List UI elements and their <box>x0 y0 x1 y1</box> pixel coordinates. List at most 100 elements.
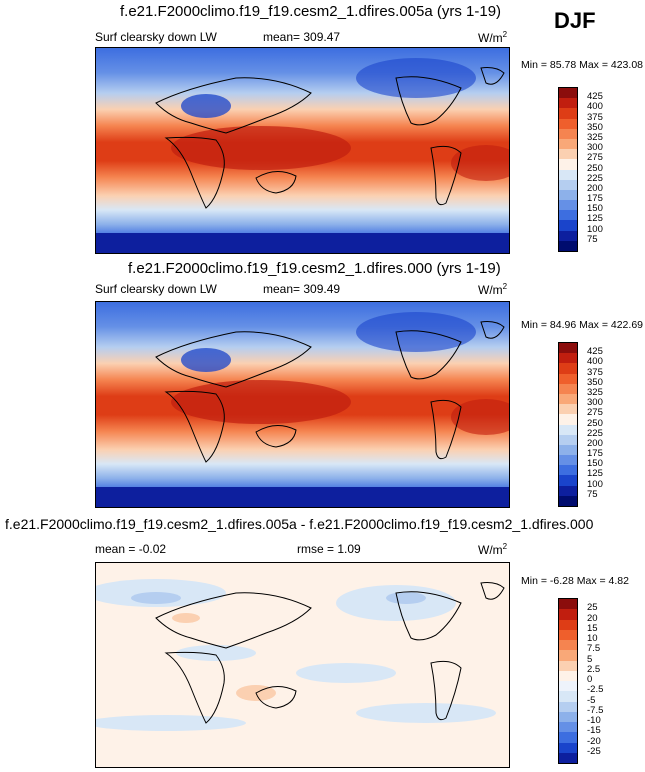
colorbar-tick-label: 75 <box>587 488 598 500</box>
panel-1-mean: mean= 309.47 <box>263 30 341 44</box>
panel-3-units: W/m2 <box>478 542 508 557</box>
panel-3-colorbar <box>558 598 578 764</box>
colorbar-swatch <box>559 701 577 712</box>
panel-1-units: W/m2 <box>478 30 508 45</box>
colorbar-swatch <box>559 444 577 456</box>
colorbar-swatch <box>559 609 577 620</box>
colorbar-tick-label: 2.5 <box>587 663 601 675</box>
colorbar-swatch <box>559 434 577 445</box>
colorbar-swatch <box>559 475 577 486</box>
colorbar-swatch <box>559 393 577 405</box>
colorbar-swatch <box>559 343 577 354</box>
colorbar-swatch <box>559 691 577 702</box>
colorbar-tick-label: 275 <box>587 152 603 164</box>
panel-3-map <box>95 562 510 768</box>
colorbar-tick-label: 400 <box>587 356 603 368</box>
colorbar-swatch <box>559 660 577 671</box>
panel-2-colorbar-labels: 425 400 375 350 325 300 275 250 225 200 175 150 125 1… <box>587 342 627 507</box>
panel-2-variable: Surf clearsky down LW <box>95 282 217 296</box>
colorbar-swatch <box>559 88 577 99</box>
colorbar-tick-label: 375 <box>587 366 603 378</box>
colorbar-tick-label: 75 <box>587 233 598 245</box>
colorbar-swatch <box>559 455 577 466</box>
colorbar-swatch <box>559 465 577 476</box>
colorbar-1-swatches <box>559 88 577 251</box>
colorbar-tick-label: 300 <box>587 397 603 409</box>
colorbar-tick-label: -5 <box>587 694 596 706</box>
colorbar-swatch <box>559 108 577 119</box>
colorbar-tick-label: 275 <box>587 407 603 419</box>
colorbar-swatch <box>559 404 577 415</box>
colorbar-tick-label: -2.5 <box>587 684 604 696</box>
colorbar-swatch <box>559 599 577 610</box>
colorbar-swatch <box>559 424 577 435</box>
colorbar-swatch <box>559 128 577 139</box>
colorbar-swatch <box>559 485 577 496</box>
colorbar-tick-label: 225 <box>587 172 603 184</box>
colorbar-tick-label: 125 <box>587 213 603 225</box>
panel-1-variable: Surf clearsky down LW <box>95 30 217 44</box>
colorbar-tick-label: 250 <box>587 162 603 174</box>
panel-2-mean: mean= 309.49 <box>263 282 341 296</box>
colorbar-2-swatches <box>559 343 577 506</box>
panel-3-colorbar-labels: 25 20 15 10 7.5 5 2.5 0 -2.5 -5 -7.5 -10 -15 -20 -25 <box>587 598 627 764</box>
colorbar-swatch <box>559 210 577 221</box>
colorbar-tick-label: 175 <box>587 448 603 460</box>
colorbar-tick-label: -7.5 <box>587 704 604 716</box>
colorbar-tick-label: 300 <box>587 142 603 154</box>
colorbar-swatch <box>559 189 577 201</box>
panel-2-units: W/m2 <box>478 282 508 297</box>
colorbar-tick-label: 25 <box>587 602 598 614</box>
colorbar-swatch <box>559 200 577 211</box>
colorbar-tick-label: 0 <box>587 674 593 685</box>
colorbar-swatch <box>559 353 577 364</box>
colorbar-tick-label: 175 <box>587 193 603 205</box>
season-label: DJF <box>554 8 596 33</box>
colorbar-swatch <box>559 742 577 753</box>
colorbar-tick-label: -25 <box>587 745 601 757</box>
colorbar-swatch <box>559 118 577 129</box>
panel-2-minmax: Min = 84.96 Max = 422.69 <box>521 319 643 331</box>
panel-3-title: f.e21.F2000climo.f19_f19.cesm2_1.dfires.… <box>5 516 594 532</box>
colorbar-tick-label: 425 <box>587 91 603 103</box>
colorbar-swatch <box>559 240 577 251</box>
colorbar-tick-label: 5 <box>587 653 593 665</box>
panel-2-title: f.e21.F2000climo.f19_f19.cesm2_1.dfires.… <box>128 260 501 277</box>
colorbar-swatch <box>559 159 577 170</box>
panel-1-colorbar <box>558 87 578 252</box>
colorbar-tick-label: 150 <box>587 203 603 215</box>
colorbar-swatch <box>559 179 577 190</box>
colorbar-tick-label: 100 <box>587 478 603 490</box>
colorbar-swatch <box>559 363 577 374</box>
colorbar-tick-label: 400 <box>587 101 603 113</box>
panel-1-colorbar-labels: 425 400 375 350 325 300 275 250 225 200 175 150 125 1… <box>587 87 627 252</box>
colorbar-tick-label: -10 <box>587 715 601 726</box>
panel-1-minmax: Min = 85.78 Max = 423.08 <box>521 59 643 71</box>
colorbar-swatch <box>559 138 577 150</box>
colorbar-tick-label: -15 <box>587 725 601 737</box>
colorbar-swatch <box>559 149 577 160</box>
colorbar-tick-label: 325 <box>587 386 603 398</box>
colorbar-swatch <box>559 98 577 109</box>
colorbar-tick-label: 250 <box>587 417 603 429</box>
colorbar-swatch <box>559 752 577 763</box>
panel-3-minmax: Min = -6.28 Max = 4.82 <box>521 575 629 587</box>
colorbar-swatch <box>559 732 577 743</box>
panel-1-title: f.e21.F2000climo.f19_f19.cesm2_1.dfires.… <box>120 3 502 20</box>
colorbar-swatch <box>559 230 577 241</box>
colorbar-swatch <box>559 414 577 425</box>
colorbar-tick-label: 350 <box>587 121 603 133</box>
colorbar-tick-label: 7.5 <box>587 643 601 655</box>
colorbar-swatch <box>559 650 577 661</box>
panel-2-map <box>95 301 510 508</box>
colorbar-tick-label: 200 <box>587 437 603 449</box>
panel-3-mean: mean = -0.02 <box>95 542 167 556</box>
colorbar-tick-label: 125 <box>587 468 603 480</box>
colorbar-tick-label: 425 <box>587 346 603 358</box>
colorbar-swatch <box>559 619 577 630</box>
colorbar-tick-label: 150 <box>587 458 603 470</box>
colorbar-swatch <box>559 373 577 384</box>
colorbar-swatch <box>559 640 577 651</box>
colorbar-tick-label: 15 <box>587 622 598 634</box>
colorbar-swatch <box>559 495 577 506</box>
